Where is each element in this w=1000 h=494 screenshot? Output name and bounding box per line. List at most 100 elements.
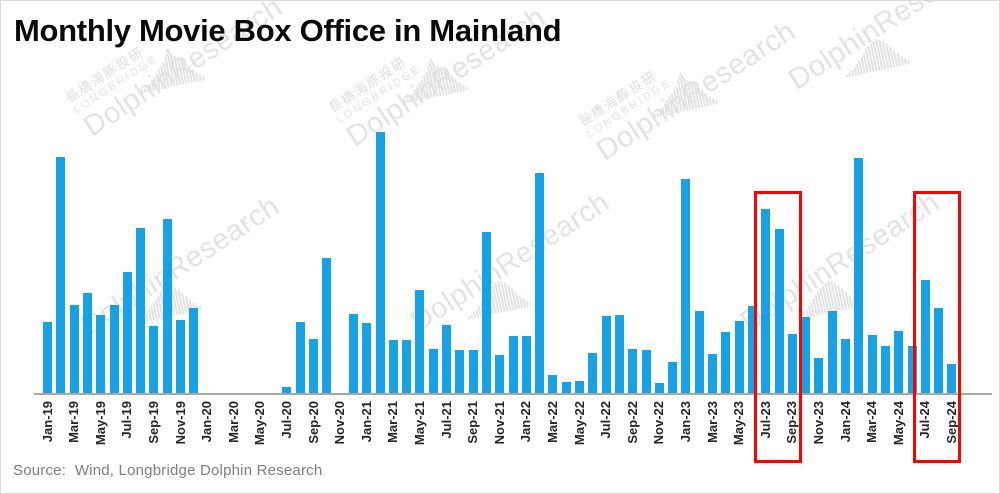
bar-Jan-21: [362, 323, 372, 394]
bar-Sep-21: [468, 350, 478, 394]
watermark-brand: LONGBRIDGE: [584, 5, 783, 140]
watermark-research: DolphinResearch: [783, 0, 994, 97]
bar-Aug-21: [455, 350, 465, 394]
watermark-text: DolphinResearch: [783, 0, 994, 97]
bar-Sep-19: [149, 326, 159, 394]
bar-Dec-22: [668, 362, 678, 394]
x-tick-Nov-19: Nov-19: [172, 401, 188, 445]
x-tick-May-24: May-24: [890, 401, 906, 446]
bar-May-23: [734, 321, 744, 394]
x-tick-Jul-21: Jul-21: [438, 401, 454, 439]
longbridge-dolphin-watermark: DolphinResearch: [783, 1, 999, 97]
bar-Oct-23: [801, 317, 811, 394]
bar-Mar-24: [867, 335, 877, 394]
x-tick-Jul-22: Jul-22: [598, 401, 614, 439]
longbridge-dolphin-watermark: 長橋海豚投研 LONGBRIDGE DolphinResearch: [63, 1, 326, 144]
x-tick-May-20: May-20: [252, 401, 268, 446]
bar-Apr-22: [561, 382, 571, 394]
bar-Jan-19: [43, 322, 52, 394]
x-tick-Mar-24: Mar-24: [864, 401, 880, 443]
longbridge-dolphin-watermark: 長橋海豚投研 LONGBRIDGE DolphinResearch: [576, 15, 839, 168]
mini-bars-icon: [424, 58, 436, 70]
bar-Sep-24: [947, 364, 957, 394]
x-tick-Nov-20: Nov-20: [332, 401, 348, 445]
x-tick-Mar-20: Mar-20: [225, 401, 241, 443]
bar-Feb-22: [535, 173, 545, 394]
bar-Jan-23: [681, 179, 691, 394]
bar-Jun-22: [588, 353, 598, 394]
x-tick-Mar-21: Mar-21: [385, 401, 401, 443]
bar-Aug-23: [774, 229, 784, 394]
mini-bars-icon: [674, 72, 686, 84]
x-axis-line: [34, 393, 992, 395]
x-tick-Jan-21: Jan-21: [358, 401, 374, 443]
longbridge-wave-logo-icon: [840, 8, 999, 78]
longbridge-wave-logo-icon: [648, 48, 840, 118]
bar-Jul-23: [761, 209, 771, 394]
bar-Apr-24: [880, 346, 890, 394]
bar-Nov-21: [495, 355, 505, 394]
bar-May-24: [894, 331, 904, 394]
x-tick-Jan-22: Jan-22: [518, 401, 534, 443]
bar-Jun-24: [907, 346, 917, 394]
bar-Nov-19: [176, 320, 185, 394]
bar-Jan-22: [521, 336, 531, 394]
bar-Jul-19: [122, 272, 132, 394]
watermark-chinese: 長橋海豚投研: [575, 67, 660, 130]
x-tick-Mar-19: Mar-19: [66, 401, 82, 443]
x-tick-Jan-20: Jan-20: [199, 401, 215, 443]
bar-May-22: [575, 381, 584, 394]
bar-Oct-22: [641, 350, 651, 394]
x-tick-Mar-22: Mar-22: [544, 401, 560, 443]
mini-bars-icon: [161, 48, 173, 60]
bar-Aug-19: [136, 228, 146, 394]
bar-Jun-21: [428, 349, 438, 394]
bar-Jan-24: [841, 339, 850, 394]
bar-Sep-20: [309, 339, 318, 394]
bar-Dec-19: [189, 308, 199, 394]
bar-Nov-22: [654, 383, 664, 394]
longbridge-dolphin-watermark: 長橋海豚投研 LONGBRIDGE DolphinResearch: [326, 1, 589, 154]
x-tick-Sep-20: Sep-20: [305, 401, 321, 444]
bar-Feb-23: [694, 311, 704, 394]
bar-Jul-22: [601, 316, 611, 394]
longbridge-wave-logo-icon: [132, 254, 324, 324]
bar-Feb-24: [854, 158, 864, 394]
bar-Aug-20: [295, 322, 305, 394]
bar-Sep-22: [628, 349, 638, 394]
highlight-rect-Jul-23-Sep-23: [753, 191, 802, 463]
bar-Jul-21: [442, 325, 451, 394]
bar-Feb-21: [375, 132, 385, 394]
highlight-rect-Jul-24-Sep-24: [913, 191, 962, 463]
x-tick-Mar-23: Mar-23: [704, 401, 720, 443]
source-note: Source: Wind, Longbridge Dolphin Researc…: [13, 462, 323, 479]
bar-Apr-19: [82, 293, 92, 394]
bar-Oct-20: [322, 258, 332, 394]
bar-Apr-21: [402, 340, 412, 394]
x-tick-Jul-20: Jul-20: [278, 401, 294, 439]
x-tick-Sep-19: Sep-19: [145, 401, 161, 444]
bar-May-21: [415, 290, 425, 394]
bar-Mar-21: [388, 340, 398, 394]
watermark-text: 長橋海豚投研 LONGBRIDGE DolphinResearch: [574, 1, 802, 168]
bar-Oct-19: [162, 219, 172, 394]
x-tick-May-22: May-22: [571, 401, 587, 446]
bar-Sep-23: [787, 334, 797, 394]
bar-Apr-23: [721, 332, 731, 394]
bar-Aug-24: [934, 308, 944, 394]
bar-Oct-21: [481, 232, 491, 394]
page-title: Monthly Movie Box Office in Mainland: [14, 13, 562, 48]
x-tick-May-23: May-23: [731, 401, 747, 446]
x-tick-Nov-21: Nov-21: [491, 401, 507, 445]
watermark-research: DolphinResearch: [405, 186, 616, 339]
bar-Jun-23: [747, 306, 757, 394]
bar-Aug-22: [614, 315, 624, 394]
watermark-research: DolphinResearch: [591, 15, 802, 168]
x-tick-Sep-22: Sep-22: [624, 401, 640, 444]
bar-Jun-19: [109, 305, 119, 394]
x-tick-Nov-22: Nov-22: [651, 401, 667, 445]
bar-Feb-19: [56, 157, 66, 394]
bar-Dec-20: [348, 314, 358, 394]
